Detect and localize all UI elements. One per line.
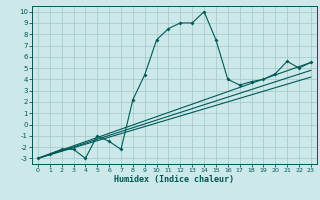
X-axis label: Humidex (Indice chaleur): Humidex (Indice chaleur) xyxy=(115,175,234,184)
